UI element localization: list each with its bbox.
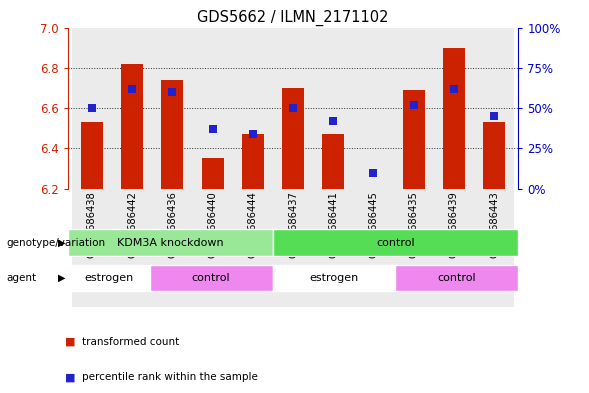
Bar (353, 189, 393, 307)
Text: agent: agent (6, 273, 36, 283)
Bar (112, 189, 152, 307)
Bar (233, 28, 273, 189)
Text: ▶: ▶ (58, 273, 65, 283)
Bar (112, 28, 152, 189)
Bar (273, 28, 313, 189)
Bar (353, 28, 393, 189)
Bar (121, 64, 143, 189)
Bar (434, 189, 474, 307)
Bar (483, 122, 505, 189)
Bar (273, 230, 518, 256)
Bar (393, 28, 434, 189)
Text: GSM1686439: GSM1686439 (449, 191, 459, 258)
Text: control: control (438, 273, 476, 283)
Bar (72, 28, 112, 189)
Bar (152, 189, 193, 307)
Text: GSM1686435: GSM1686435 (409, 191, 419, 258)
Text: ▶: ▶ (58, 238, 65, 248)
Text: GSM1686443: GSM1686443 (489, 191, 499, 258)
Bar (443, 48, 465, 189)
Text: ■: ■ (65, 372, 75, 382)
Text: ■: ■ (65, 337, 75, 347)
Bar (72, 189, 112, 307)
Text: GSM1686441: GSM1686441 (328, 191, 338, 258)
Bar (201, 158, 224, 189)
Bar (403, 90, 425, 189)
Bar (273, 189, 313, 307)
Bar (434, 28, 474, 189)
Text: GSM1686442: GSM1686442 (127, 191, 137, 258)
Text: KDM3A knockdown: KDM3A knockdown (117, 238, 223, 248)
Text: transformed count: transformed count (82, 337, 180, 347)
Text: GSM1686437: GSM1686437 (288, 191, 298, 258)
Bar (313, 189, 353, 307)
Bar (193, 28, 233, 189)
Bar (241, 134, 264, 189)
Bar (152, 28, 193, 189)
Bar (68, 265, 150, 291)
Text: control: control (376, 238, 415, 248)
Bar (150, 265, 273, 291)
Text: GSM1686445: GSM1686445 (369, 191, 379, 258)
Bar (322, 134, 345, 189)
Bar (161, 80, 183, 189)
Text: control: control (192, 273, 230, 283)
Text: GSM1686444: GSM1686444 (248, 191, 258, 258)
Bar (81, 122, 103, 189)
Text: genotype/variation: genotype/variation (6, 238, 105, 248)
Text: GSM1686438: GSM1686438 (87, 191, 97, 258)
Bar (393, 189, 434, 307)
Title: GDS5662 / ILMN_2171102: GDS5662 / ILMN_2171102 (197, 10, 389, 26)
Bar (395, 265, 518, 291)
Text: estrogen: estrogen (84, 273, 133, 283)
Bar (273, 265, 395, 291)
Bar (474, 28, 514, 189)
Bar (282, 88, 304, 189)
Bar (68, 230, 273, 256)
Bar (233, 189, 273, 307)
Bar (313, 28, 353, 189)
Text: percentile rank within the sample: percentile rank within the sample (82, 372, 259, 382)
Text: estrogen: estrogen (309, 273, 359, 283)
Text: GSM1686440: GSM1686440 (207, 191, 217, 258)
Bar (193, 189, 233, 307)
Bar (474, 189, 514, 307)
Text: GSM1686436: GSM1686436 (167, 191, 177, 258)
